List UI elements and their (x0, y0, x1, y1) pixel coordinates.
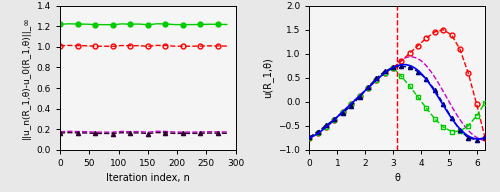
X-axis label: θ: θ (394, 173, 400, 183)
Y-axis label: ||u_n(R_1,θ)-u_0(R_1,θ)||_∞: ||u_n(R_1,θ)-u_0(R_1,θ)||_∞ (22, 16, 31, 139)
Y-axis label: u(R_1,θ): u(R_1,θ) (262, 57, 273, 98)
X-axis label: Iteration index, n: Iteration index, n (106, 173, 190, 183)
